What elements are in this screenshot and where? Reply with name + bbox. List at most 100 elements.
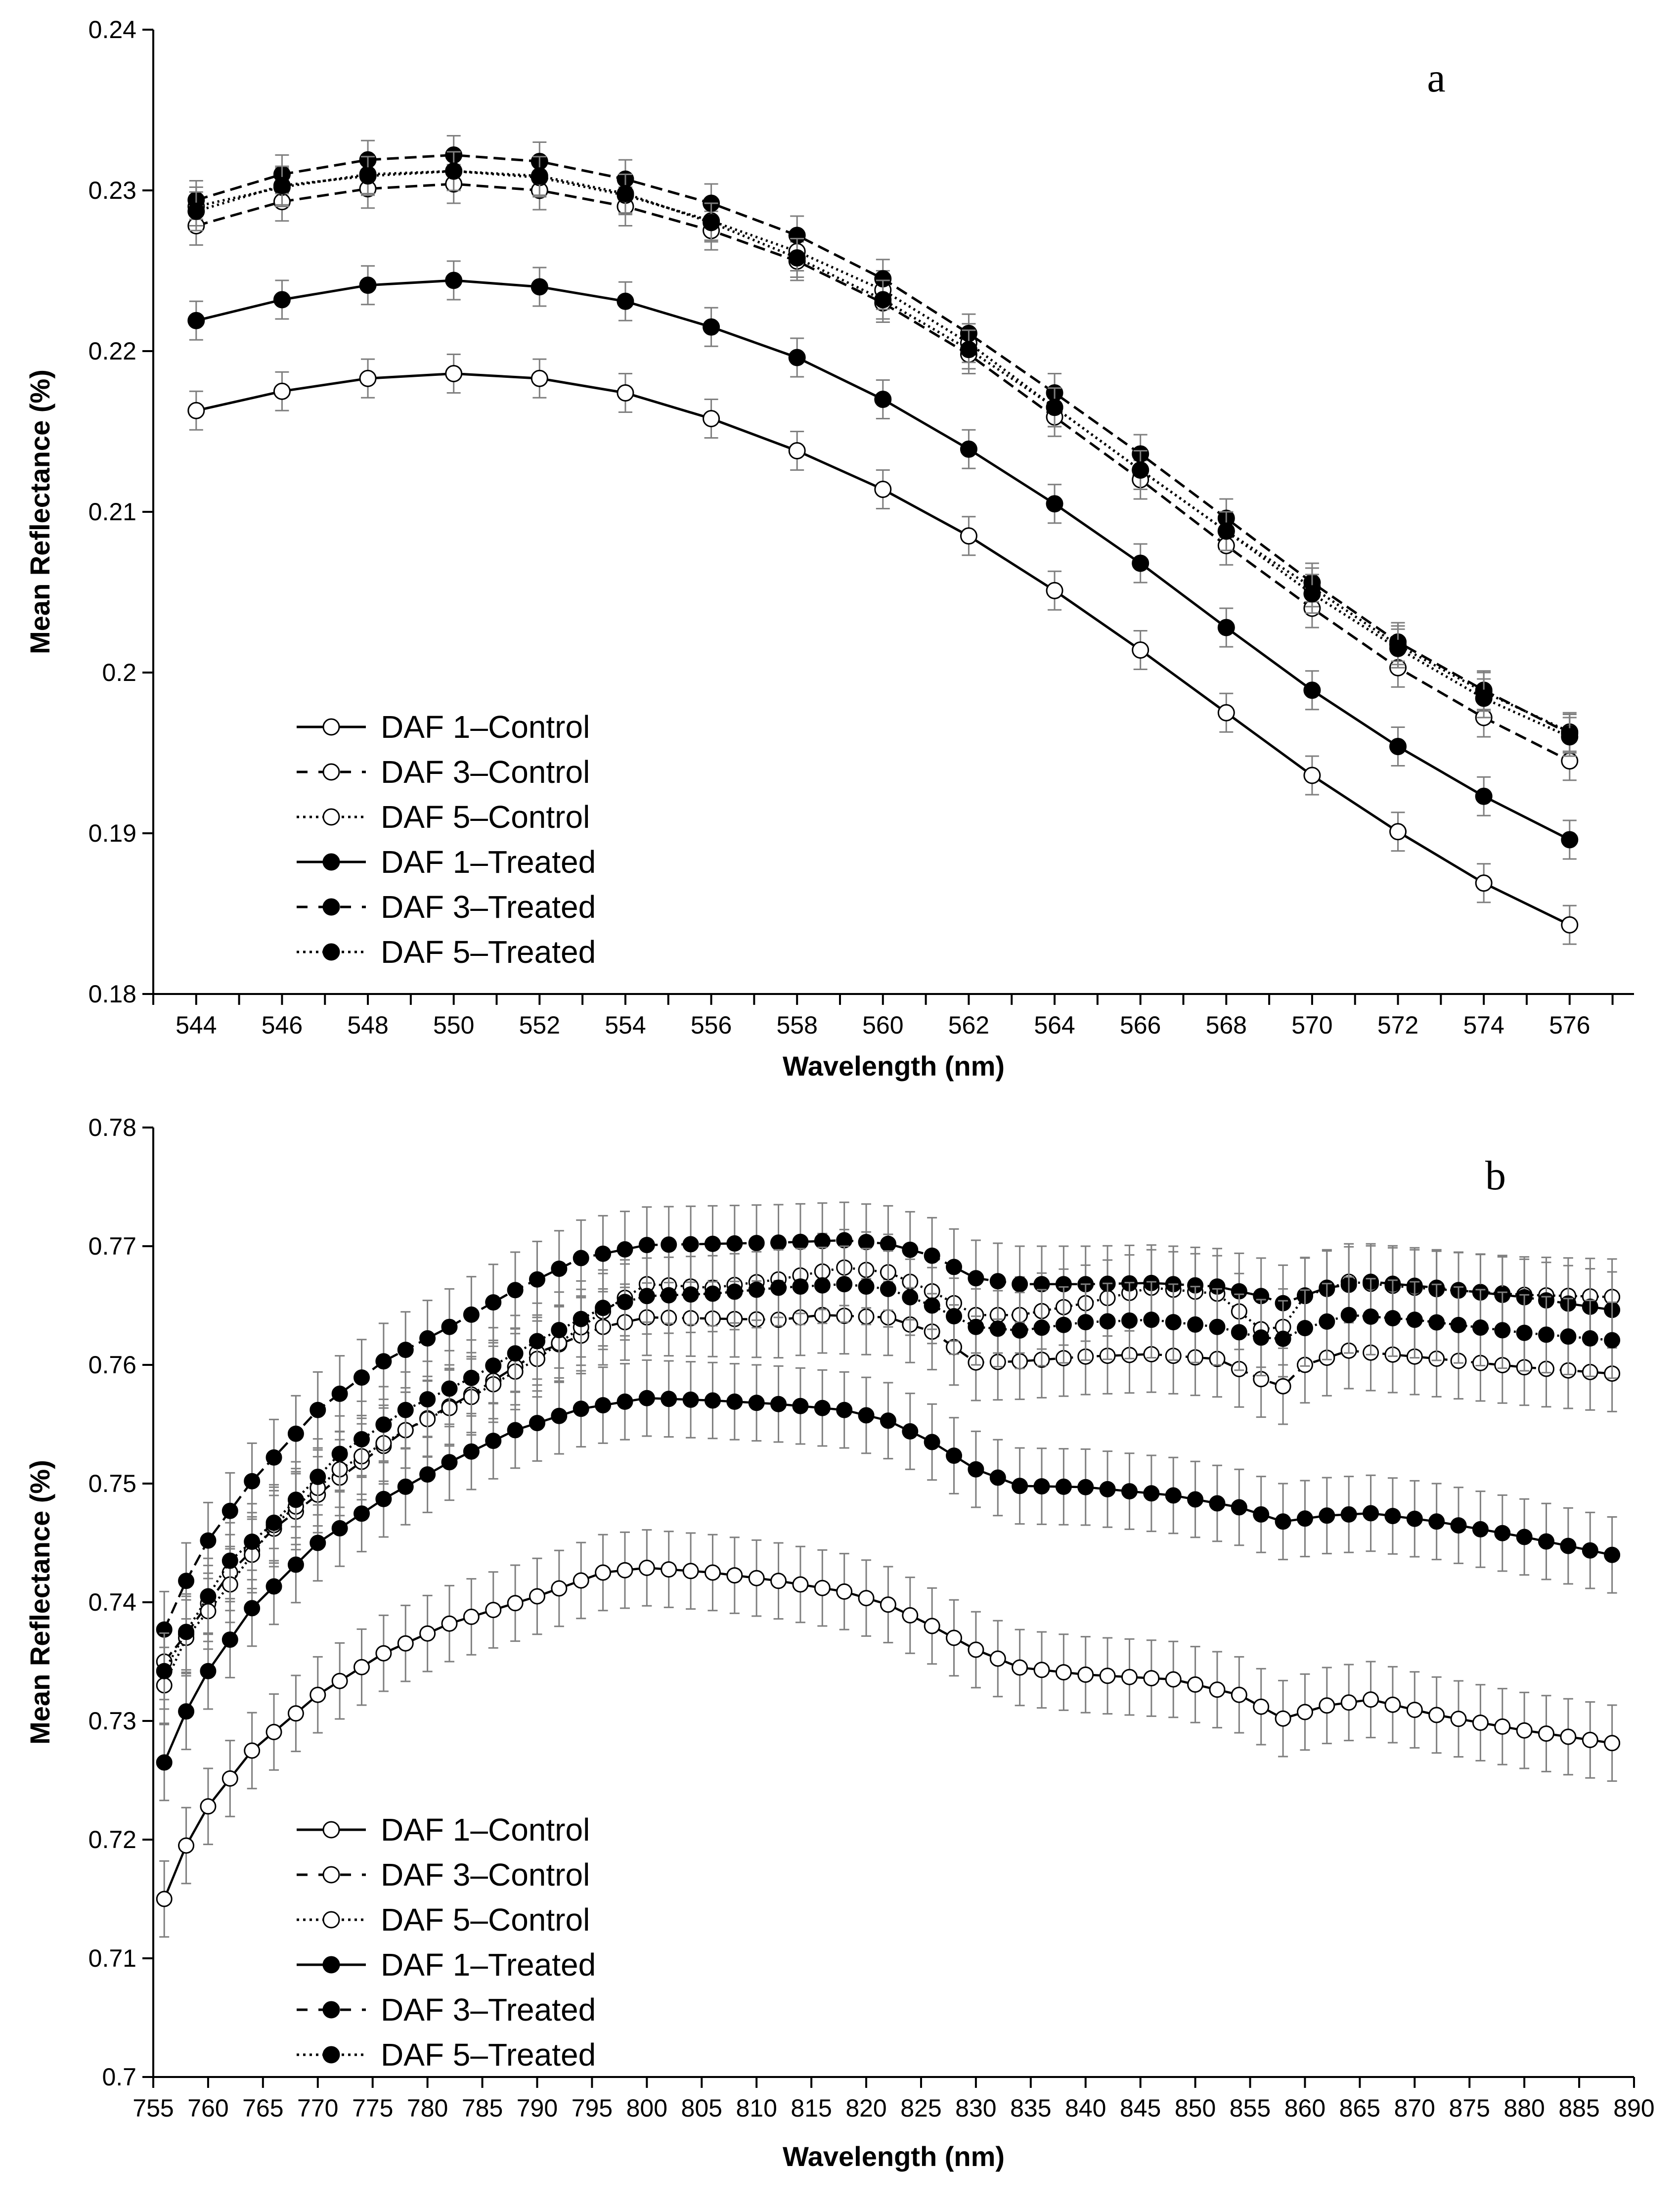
data-point [1384,1508,1401,1525]
data-point [1143,1670,1160,1687]
data-point [331,1672,348,1689]
x-tick-label: 775 [352,2094,393,2122]
legend-label: DAF 1–Control [381,1812,590,1848]
x-tick-label: 576 [1549,1011,1590,1039]
x-tick-label: 560 [862,1011,903,1039]
data-point [529,1271,545,1288]
data-point [419,1466,436,1483]
legend-marker [322,898,340,916]
data-point [770,1279,787,1296]
data-point [788,249,806,267]
data-point [353,1505,370,1522]
data-point [1303,585,1321,603]
data-point [874,481,892,498]
data-point [880,1596,896,1613]
data-point [638,1288,655,1305]
data-point [968,1270,984,1287]
data-point [244,1473,261,1490]
data-point [661,1236,677,1253]
data-point [1389,639,1407,657]
data-point [748,1235,765,1252]
y-tick-label: 0.74 [88,1588,136,1616]
x-tick-label: 765 [242,2094,283,2122]
data-point [1363,1505,1379,1522]
data-point [836,1276,853,1293]
data-point [748,1570,765,1586]
data-point [1033,1478,1050,1495]
series-1 [156,1529,1621,1938]
series-line [196,154,1570,735]
data-point [638,1559,655,1576]
data-point [1099,1481,1116,1497]
x-tick-label: 785 [462,2094,503,2122]
x-tick-label: 875 [1449,2094,1490,2122]
data-point [1303,767,1321,784]
y-tick-label: 0.71 [88,1944,136,1972]
data-point [221,1631,238,1648]
data-point [1275,1710,1291,1727]
data-point [1055,1664,1072,1681]
data-point [792,1398,809,1414]
data-point [638,1390,655,1406]
data-point [1428,1707,1445,1723]
x-tick-label: 556 [691,1011,732,1039]
data-point [1560,1728,1577,1745]
data-point [968,1461,984,1478]
y-tick-label: 0.18 [88,980,136,1008]
data-point [682,1236,699,1253]
data-point [1046,399,1063,416]
data-point [397,1478,414,1495]
data-point [485,1433,502,1449]
data-point [445,271,463,289]
data-point [924,1434,940,1450]
series-6 [187,151,1579,757]
data-point [703,318,720,336]
x-tick-label: 845 [1120,2094,1161,2122]
data-point [507,1345,524,1362]
data-point [858,1234,875,1251]
data-point [573,1400,589,1417]
data-point [1217,704,1235,722]
data-point [1132,554,1149,572]
x-tick-label: 840 [1065,2094,1106,2122]
data-point [178,1703,195,1720]
data-point [1340,1506,1357,1523]
data-point [397,1635,414,1652]
data-point [353,1431,370,1447]
data-point [1253,1506,1270,1523]
y-tick-label: 0.24 [88,16,136,44]
data-point [1494,1322,1511,1339]
data-point [1538,1725,1555,1742]
data-point [331,1445,348,1462]
data-point [331,1520,348,1536]
data-point [1604,1735,1621,1752]
data-point [244,1534,261,1550]
x-tick-label: 760 [187,2094,228,2122]
data-point [265,1514,282,1531]
data-point [880,1412,896,1429]
data-point [770,1396,787,1412]
data-point [661,1287,677,1304]
data-point [1143,1485,1160,1502]
data-point [814,1399,831,1416]
legend-marker [322,2046,340,2064]
data-point [617,1294,633,1310]
data-point [1209,1495,1226,1512]
data-point [1046,495,1063,513]
data-point [309,1686,326,1703]
data-point [748,1281,765,1298]
x-tick-label: 564 [1034,1011,1075,1039]
data-point [1450,1316,1467,1333]
data-point [880,1235,896,1252]
data-point [221,1770,238,1787]
data-point [1450,1517,1467,1534]
series-4 [187,260,1579,860]
data-point [187,312,205,329]
y-tick-label: 0.21 [88,498,136,526]
data-point [1165,1314,1182,1331]
data-point [463,1369,480,1386]
x-tick-label: 790 [517,2094,558,2122]
data-point [726,1393,743,1410]
data-point [1406,1510,1423,1527]
